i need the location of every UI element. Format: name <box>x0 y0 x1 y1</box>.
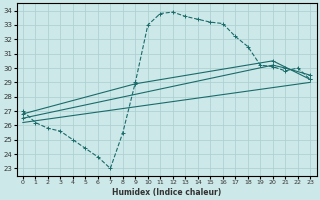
X-axis label: Humidex (Indice chaleur): Humidex (Indice chaleur) <box>112 188 221 197</box>
